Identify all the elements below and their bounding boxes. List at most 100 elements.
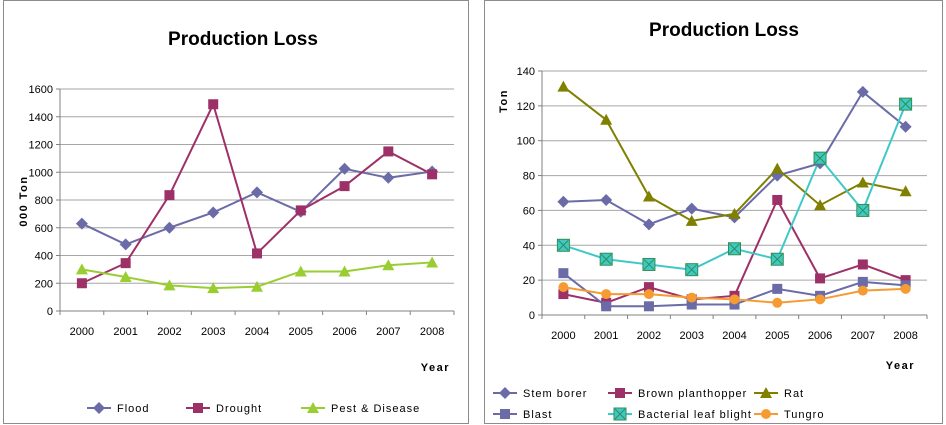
data-point-stem-borer (856, 85, 869, 98)
data-point-pest-disease (119, 271, 132, 283)
legend-label-bacterial-leaf-blight: Bacterial leaf blight (638, 409, 752, 421)
data-point-drought (339, 181, 350, 192)
y-tick-label: 140 (517, 66, 535, 78)
data-point-blast (686, 299, 697, 310)
x-tick-label: 2007 (376, 326, 400, 338)
data-point-tungro (643, 289, 654, 300)
data-point-drought (120, 258, 131, 269)
data-point-stem-borer (600, 193, 613, 206)
data-point-rat (899, 185, 912, 197)
data-point-drought (427, 169, 438, 180)
y-tick-label: 800 (35, 195, 53, 207)
data-point-rat (600, 113, 613, 125)
legend-marker-flood (93, 402, 105, 414)
data-point-brown-planthopper (857, 259, 868, 270)
y-tick-label: 1200 (29, 140, 53, 152)
legend-label-tungro: Tungro (784, 409, 824, 421)
data-point-pest-disease (163, 279, 176, 291)
data-point-tungro (857, 285, 868, 296)
data-point-flood (75, 217, 88, 230)
x-tick-label: 2000 (551, 330, 575, 342)
data-point-bacterial-leaf-blight-cross (900, 98, 911, 110)
legend-label-brown-planthopper: Brown planthopper (638, 388, 747, 400)
y-tick-label: 1600 (29, 84, 53, 96)
data-point-bacterial-leaf-blight (728, 242, 741, 256)
y-axis-label: 000 Ton (18, 175, 30, 226)
series-line-flood (81, 167, 433, 246)
data-point-rat (771, 162, 784, 174)
legend-label-stem-borer: Stem borer (523, 388, 587, 400)
data-point-brown-planthopper (900, 275, 911, 286)
y-tick-label: 40 (523, 240, 535, 252)
legend-marker-bacterial-leaf-blight-cross (614, 408, 626, 420)
data-point-blast (643, 301, 654, 312)
data-point-flood (382, 171, 395, 184)
data-point-stem-borer (899, 120, 912, 133)
data-point-rat (685, 214, 698, 226)
y-tick-label: 600 (35, 223, 53, 235)
data-point-pest-disease (251, 280, 263, 292)
data-point-bacterial-leaf-blight-cross (558, 239, 569, 251)
data-point-tungro (729, 294, 740, 305)
data-point-rat (557, 80, 570, 92)
legend-marker-pest-disease (307, 402, 319, 413)
series-line-stem-borer (563, 90, 907, 226)
data-point-bacterial-leaf-blight (813, 151, 827, 165)
y-tick-label: 60 (523, 205, 535, 217)
data-point-pest-disease (294, 265, 307, 277)
data-point-tungro (772, 297, 783, 308)
x-tick-label: 2008 (420, 326, 444, 338)
data-point-flood (163, 221, 176, 234)
data-point-bacterial-leaf-blight-cross (857, 205, 869, 216)
data-point-tungro (558, 282, 569, 293)
data-point-bacterial-leaf-blight-cross (729, 243, 740, 255)
data-point-flood (338, 162, 351, 175)
data-point-rat (642, 190, 655, 202)
legend-label-drought: Drought (216, 403, 262, 415)
data-point-rat (728, 207, 741, 219)
legend-marker-rat (760, 387, 772, 398)
data-point-bacterial-leaf-blight (556, 238, 570, 252)
data-point-pest-disease (338, 265, 351, 277)
x-tick-label: 2003 (201, 326, 225, 338)
x-tick-label: 2005 (765, 330, 789, 342)
data-point-rat (814, 199, 827, 211)
data-point-bacterial-leaf-blight-cross (686, 264, 698, 276)
data-point-drought (383, 146, 394, 157)
y-axis-label: Ton (498, 89, 510, 113)
legend-label-rat: Rat (784, 388, 804, 400)
data-point-tungro (900, 283, 911, 294)
y-tick-label: 1000 (29, 167, 53, 179)
y-tick-label: 200 (35, 278, 53, 290)
data-point-bacterial-leaf-blight (856, 203, 870, 217)
x-tick-label: 2005 (289, 326, 313, 338)
data-point-flood (207, 206, 220, 219)
data-point-pest-disease (75, 263, 88, 275)
data-point-blast (857, 276, 868, 287)
data-point-bacterial-leaf-blight (899, 97, 913, 111)
data-point-drought (208, 99, 219, 110)
x-tick-label: 2001 (594, 330, 618, 342)
data-point-blast (772, 283, 783, 294)
chart-panel-left: Production Loss 0 200 400 600 800 1000 1200 1400… (3, 0, 469, 424)
legend-label-flood: Flood (117, 403, 150, 415)
data-point-bacterial-leaf-blight (770, 252, 784, 266)
chart-left: Production Loss 0 200 400 600 800 1000 1200 1400… (18, 29, 455, 415)
y-tick-label: 80 (523, 171, 535, 183)
data-point-bacterial-leaf-blight-cross (814, 152, 826, 164)
y-tick-label: 1400 (29, 112, 53, 124)
chart-title: Production Loss (649, 20, 799, 41)
data-point-stem-borer (685, 202, 698, 215)
x-tick-label: 2006 (808, 330, 832, 342)
y-tick-label: 0 (529, 310, 535, 322)
data-point-bacterial-leaf-blight (599, 252, 613, 266)
legend-marker-brown-planthopper (615, 388, 625, 398)
data-point-brown-planthopper (815, 273, 826, 284)
data-point-tungro (686, 292, 697, 303)
legend-label-blast: Blast (523, 409, 552, 421)
data-point-bacterial-leaf-blight (685, 263, 699, 277)
data-point-bacterial-leaf-blight (642, 257, 656, 271)
data-point-pest-disease (426, 256, 439, 268)
y-tick-label: 0 (47, 306, 53, 318)
data-point-bacterial-leaf-blight-cross (643, 259, 655, 270)
